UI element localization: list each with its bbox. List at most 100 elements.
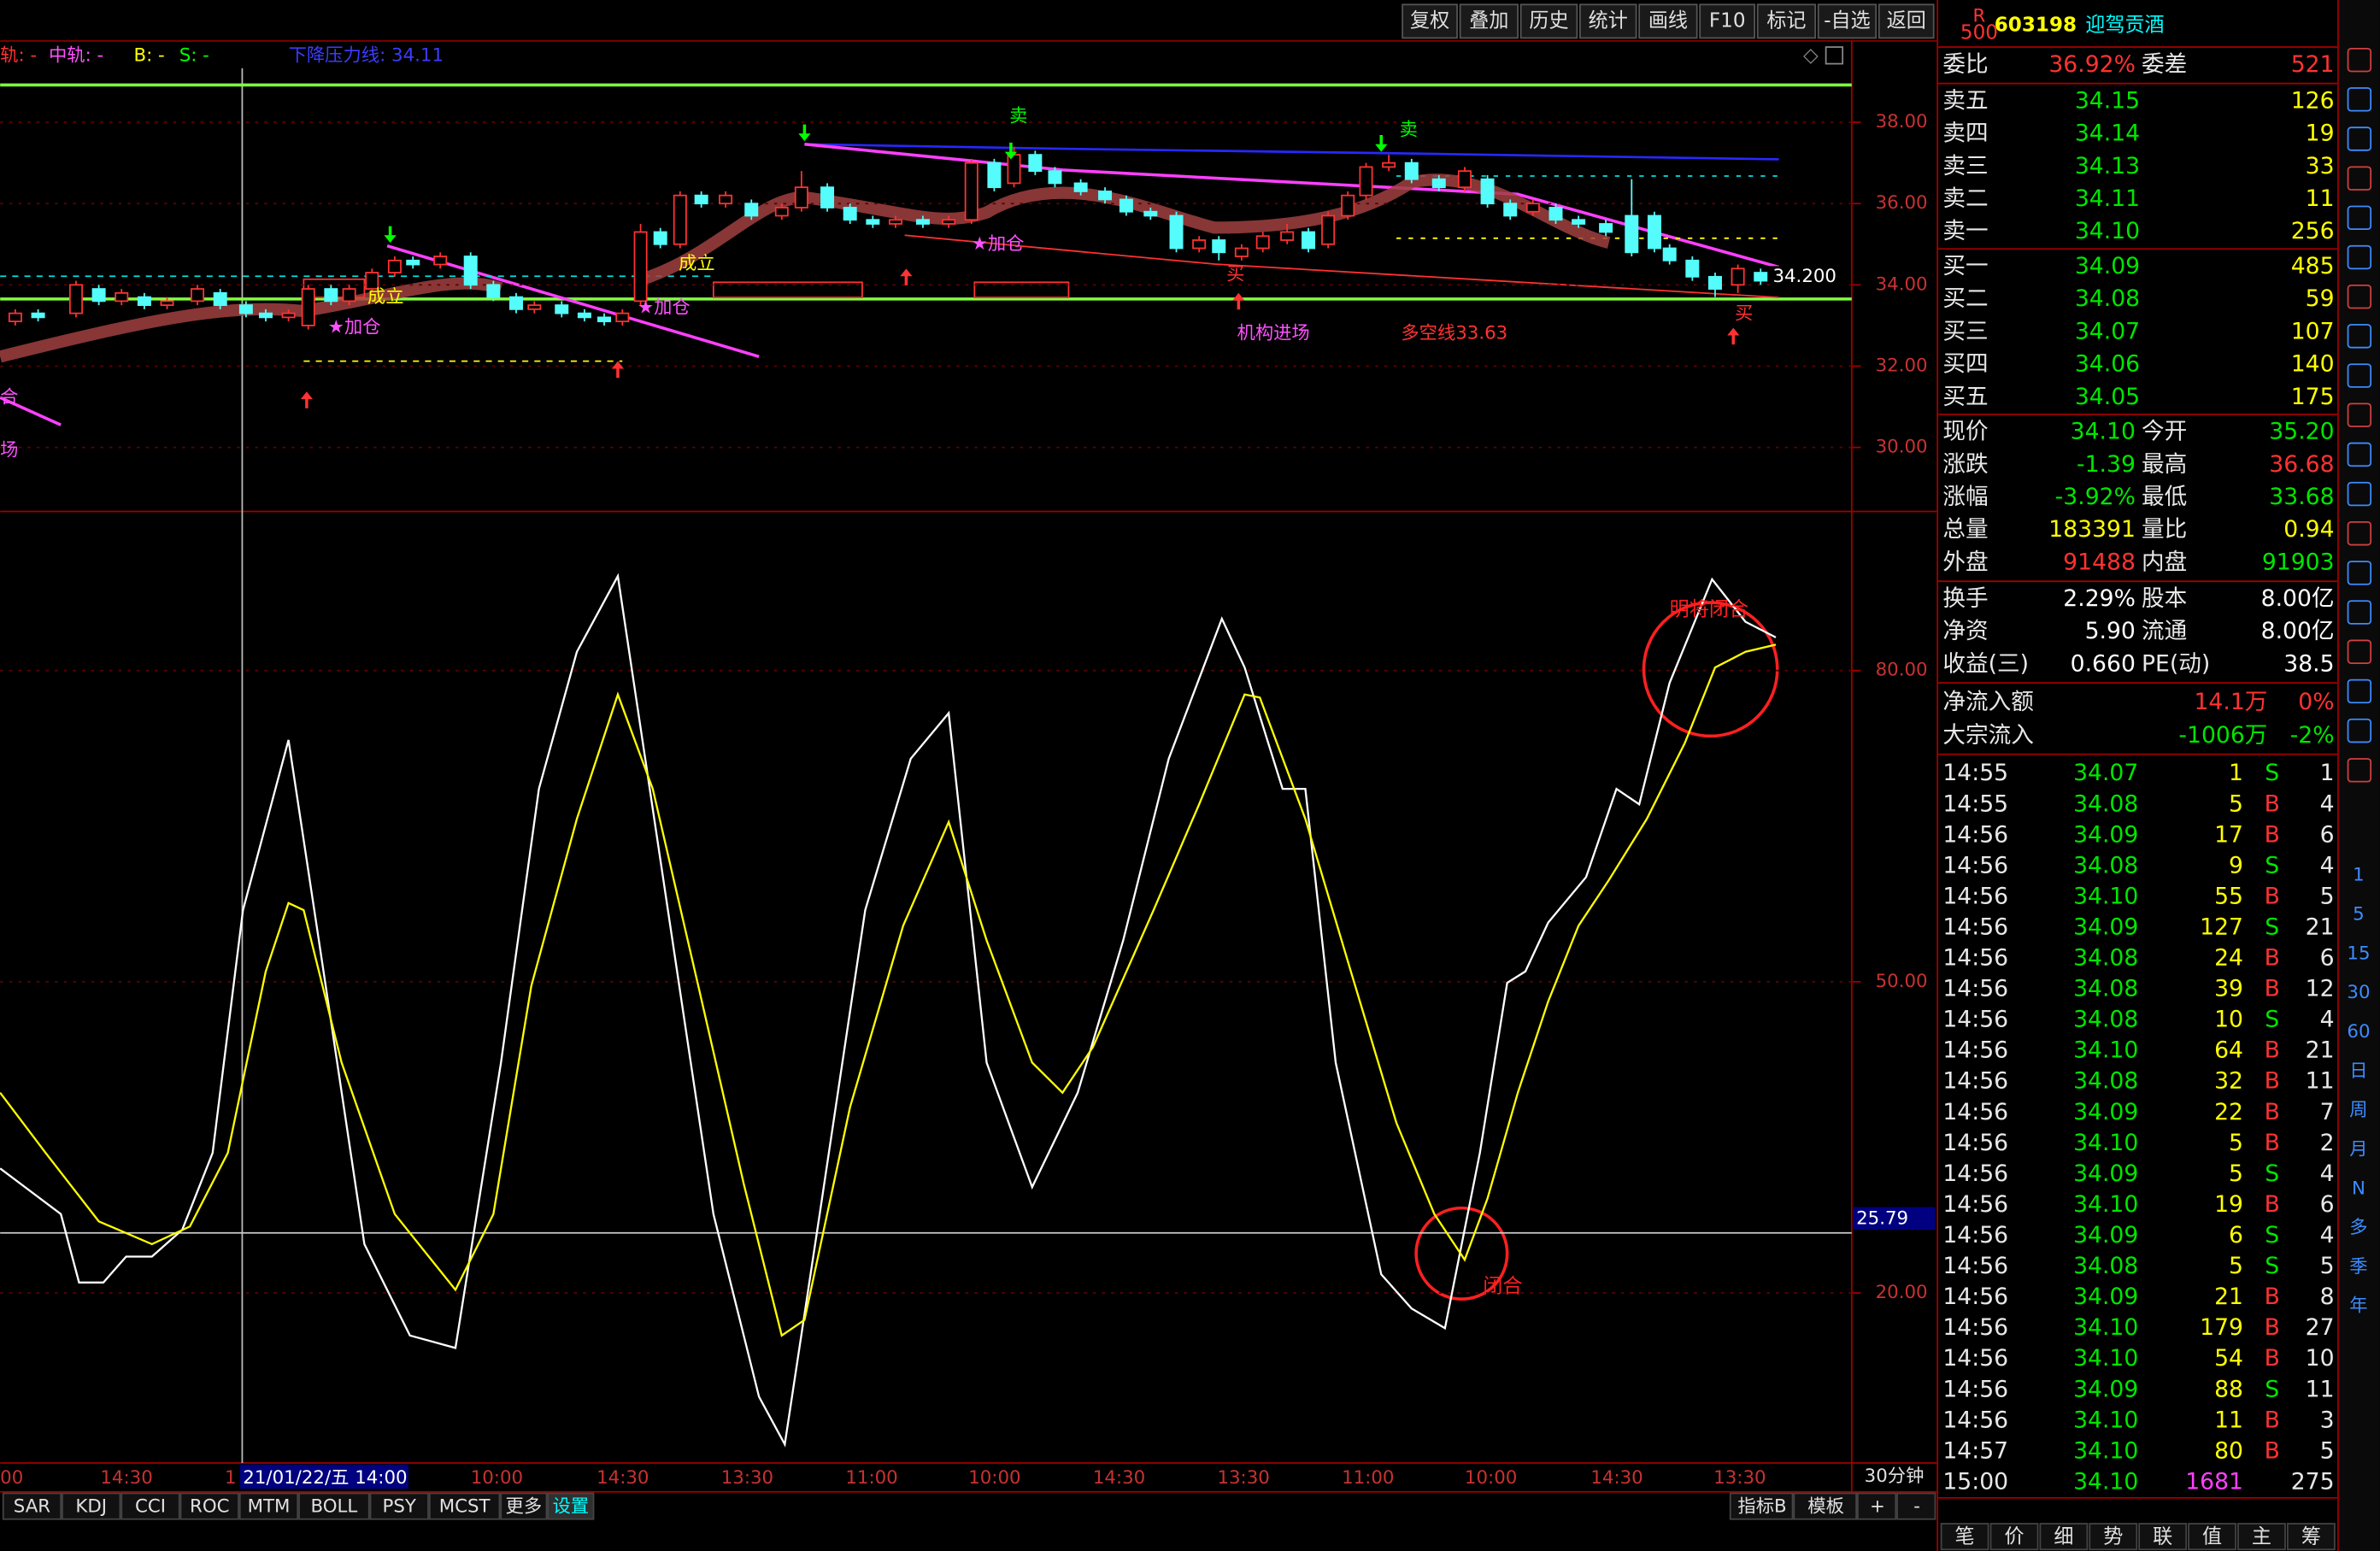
indicator-tab-label[interactable]: BOLL [311,1495,358,1517]
toolbar-label[interactable]: 统计 [1589,9,1628,32]
indicator-tab[interactable] [2,1492,62,1520]
panel-bottom-tab[interactable] [2138,1523,2188,1551]
panel-bottom-tab[interactable] [2089,1523,2138,1551]
indicator-tab[interactable] [500,1492,548,1520]
side-icon[interactable] [2347,600,2372,625]
side-icon[interactable] [2347,639,2372,664]
period-button[interactable]: 年 [2349,1295,2367,1317]
toolbar-button[interactable] [1756,3,1817,39]
side-icon[interactable] [2347,363,2372,388]
side-icon[interactable] [2347,521,2372,546]
side-icon[interactable] [2347,561,2372,585]
period-button[interactable]: 30 [2347,982,2370,1003]
panel-bottom-tab-label[interactable]: 价 [2004,1526,2024,1548]
period-button[interactable]: 5 [2353,904,2365,925]
side-icon[interactable] [2347,166,2372,191]
side-icon[interactable] [2347,718,2372,743]
icon[interactable]: ◇ [1803,44,1819,67]
side-icon[interactable] [2347,126,2372,151]
toolbar-button[interactable] [1817,3,1878,39]
toolbar-label[interactable]: -自选 [1824,9,1870,32]
indicator-tab-label[interactable]: KDJ [75,1495,107,1517]
indicator-tab-label[interactable]: PSY [383,1495,417,1517]
period-button[interactable]: 月 [2349,1138,2367,1160]
indicator-tab[interactable] [120,1492,180,1520]
indicator-tab-label[interactable]: 更多 [506,1495,543,1517]
side-icon[interactable] [2347,402,2372,427]
panel-tab-label[interactable]: 模板 [1807,1495,1844,1517]
panel-bottom-tab[interactable] [2286,1523,2336,1551]
indicator-tab[interactable] [298,1492,370,1520]
trade-volume: 17 [2214,821,2243,848]
indicator-tab-label[interactable]: CCI [135,1495,166,1517]
panel-bottom-tab-label[interactable]: 值 [2202,1526,2222,1548]
indicator-tab[interactable] [238,1492,299,1520]
period-button[interactable]: 周 [2349,1100,2367,1121]
panel-tab[interactable] [1896,1492,1936,1520]
indicator-tab[interactable] [62,1492,121,1520]
toolbar-button[interactable] [1699,3,1756,39]
side-icon[interactable] [2347,205,2372,231]
period-label[interactable]: 30分钟 [1865,1466,1925,1487]
indicator-tab-label[interactable]: 设置 [553,1495,590,1517]
toolbar-label[interactable]: 标记 [1766,9,1806,32]
period-button[interactable]: 1 [2353,865,2365,886]
panel-tab[interactable] [1793,1492,1858,1520]
indicator-tab[interactable] [428,1492,501,1520]
indicator-tab-label[interactable]: ROC [190,1495,229,1517]
side-icon[interactable] [2347,324,2372,349]
panel-bottom-tab-label[interactable]: 筹 [2301,1526,2321,1548]
panel-bottom-tab[interactable] [2188,1523,2237,1551]
candle-body [1731,267,1745,286]
panel-bottom-tab-label[interactable]: 主 [2252,1526,2271,1548]
toolbar-button[interactable] [1878,3,1935,39]
indicator-tab[interactable] [369,1492,429,1520]
indicator-tab[interactable] [179,1492,239,1520]
panel-bottom-tab-label[interactable]: 细 [2054,1526,2073,1548]
indicator-tab-label[interactable]: MTM [248,1495,291,1517]
panel-bottom-tab-label[interactable]: 笔 [1955,1526,1975,1548]
toolbar-label[interactable]: F10 [1709,9,1746,32]
indicator-tab[interactable] [547,1492,595,1520]
toolbar-label[interactable]: 叠加 [1469,9,1508,32]
indicator-tab-label[interactable]: MCST [439,1495,491,1517]
panel-bottom-tab[interactable] [2039,1523,2089,1551]
side-icon[interactable] [2347,87,2372,112]
panel-tab[interactable] [1857,1492,1897,1520]
side-icon[interactable] [2347,47,2372,73]
toolbar-label[interactable]: 历史 [1529,9,1568,32]
panel-tab-label[interactable]: 指标B [1737,1495,1786,1517]
toolbar-button[interactable] [1519,3,1578,39]
panel-bottom-tab-label[interactable]: 联 [2153,1526,2172,1548]
toolbar-button[interactable] [1459,3,1519,39]
side-icon[interactable] [2347,244,2372,270]
toolbar-button[interactable] [1638,3,1698,39]
toolbar-button[interactable] [1402,3,1458,39]
panel-bottom-tab[interactable] [2237,1523,2286,1551]
side-icon[interactable] [2347,679,2372,704]
side-icon[interactable] [2347,758,2372,783]
indicator-tab-label[interactable]: SAR [14,1495,50,1517]
toolbar-button[interactable] [1579,3,1637,39]
period-button[interactable]: N [2352,1178,2365,1199]
period-button[interactable]: 60 [2347,1021,2370,1043]
toolbar-label[interactable]: 复权 [1410,9,1449,32]
toolbar-label[interactable]: 返回 [1887,9,1926,32]
panel-tab[interactable] [1729,1492,1794,1520]
panel-bottom-tab[interactable] [1940,1523,1989,1551]
panel-tab-label[interactable]: - [1913,1495,1920,1517]
period-button[interactable]: 多 [2349,1217,2367,1238]
quote-value: 91903 [2262,549,2335,575]
panel-bottom-tab[interactable] [1989,1523,2039,1551]
icon[interactable] [1825,46,1844,65]
panel-tab-label[interactable]: + [1870,1495,1885,1517]
indicator-line [0,643,1777,1337]
side-icon[interactable] [2347,442,2372,467]
period-button[interactable]: 15 [2347,943,2370,964]
toolbar-label[interactable]: 画线 [1648,9,1688,32]
side-icon[interactable] [2347,481,2372,507]
period-button[interactable]: 季 [2349,1256,2367,1278]
side-icon[interactable] [2347,284,2372,309]
period-button[interactable]: 日 [2349,1060,2367,1082]
panel-bottom-tab-label[interactable]: 势 [2103,1526,2123,1548]
